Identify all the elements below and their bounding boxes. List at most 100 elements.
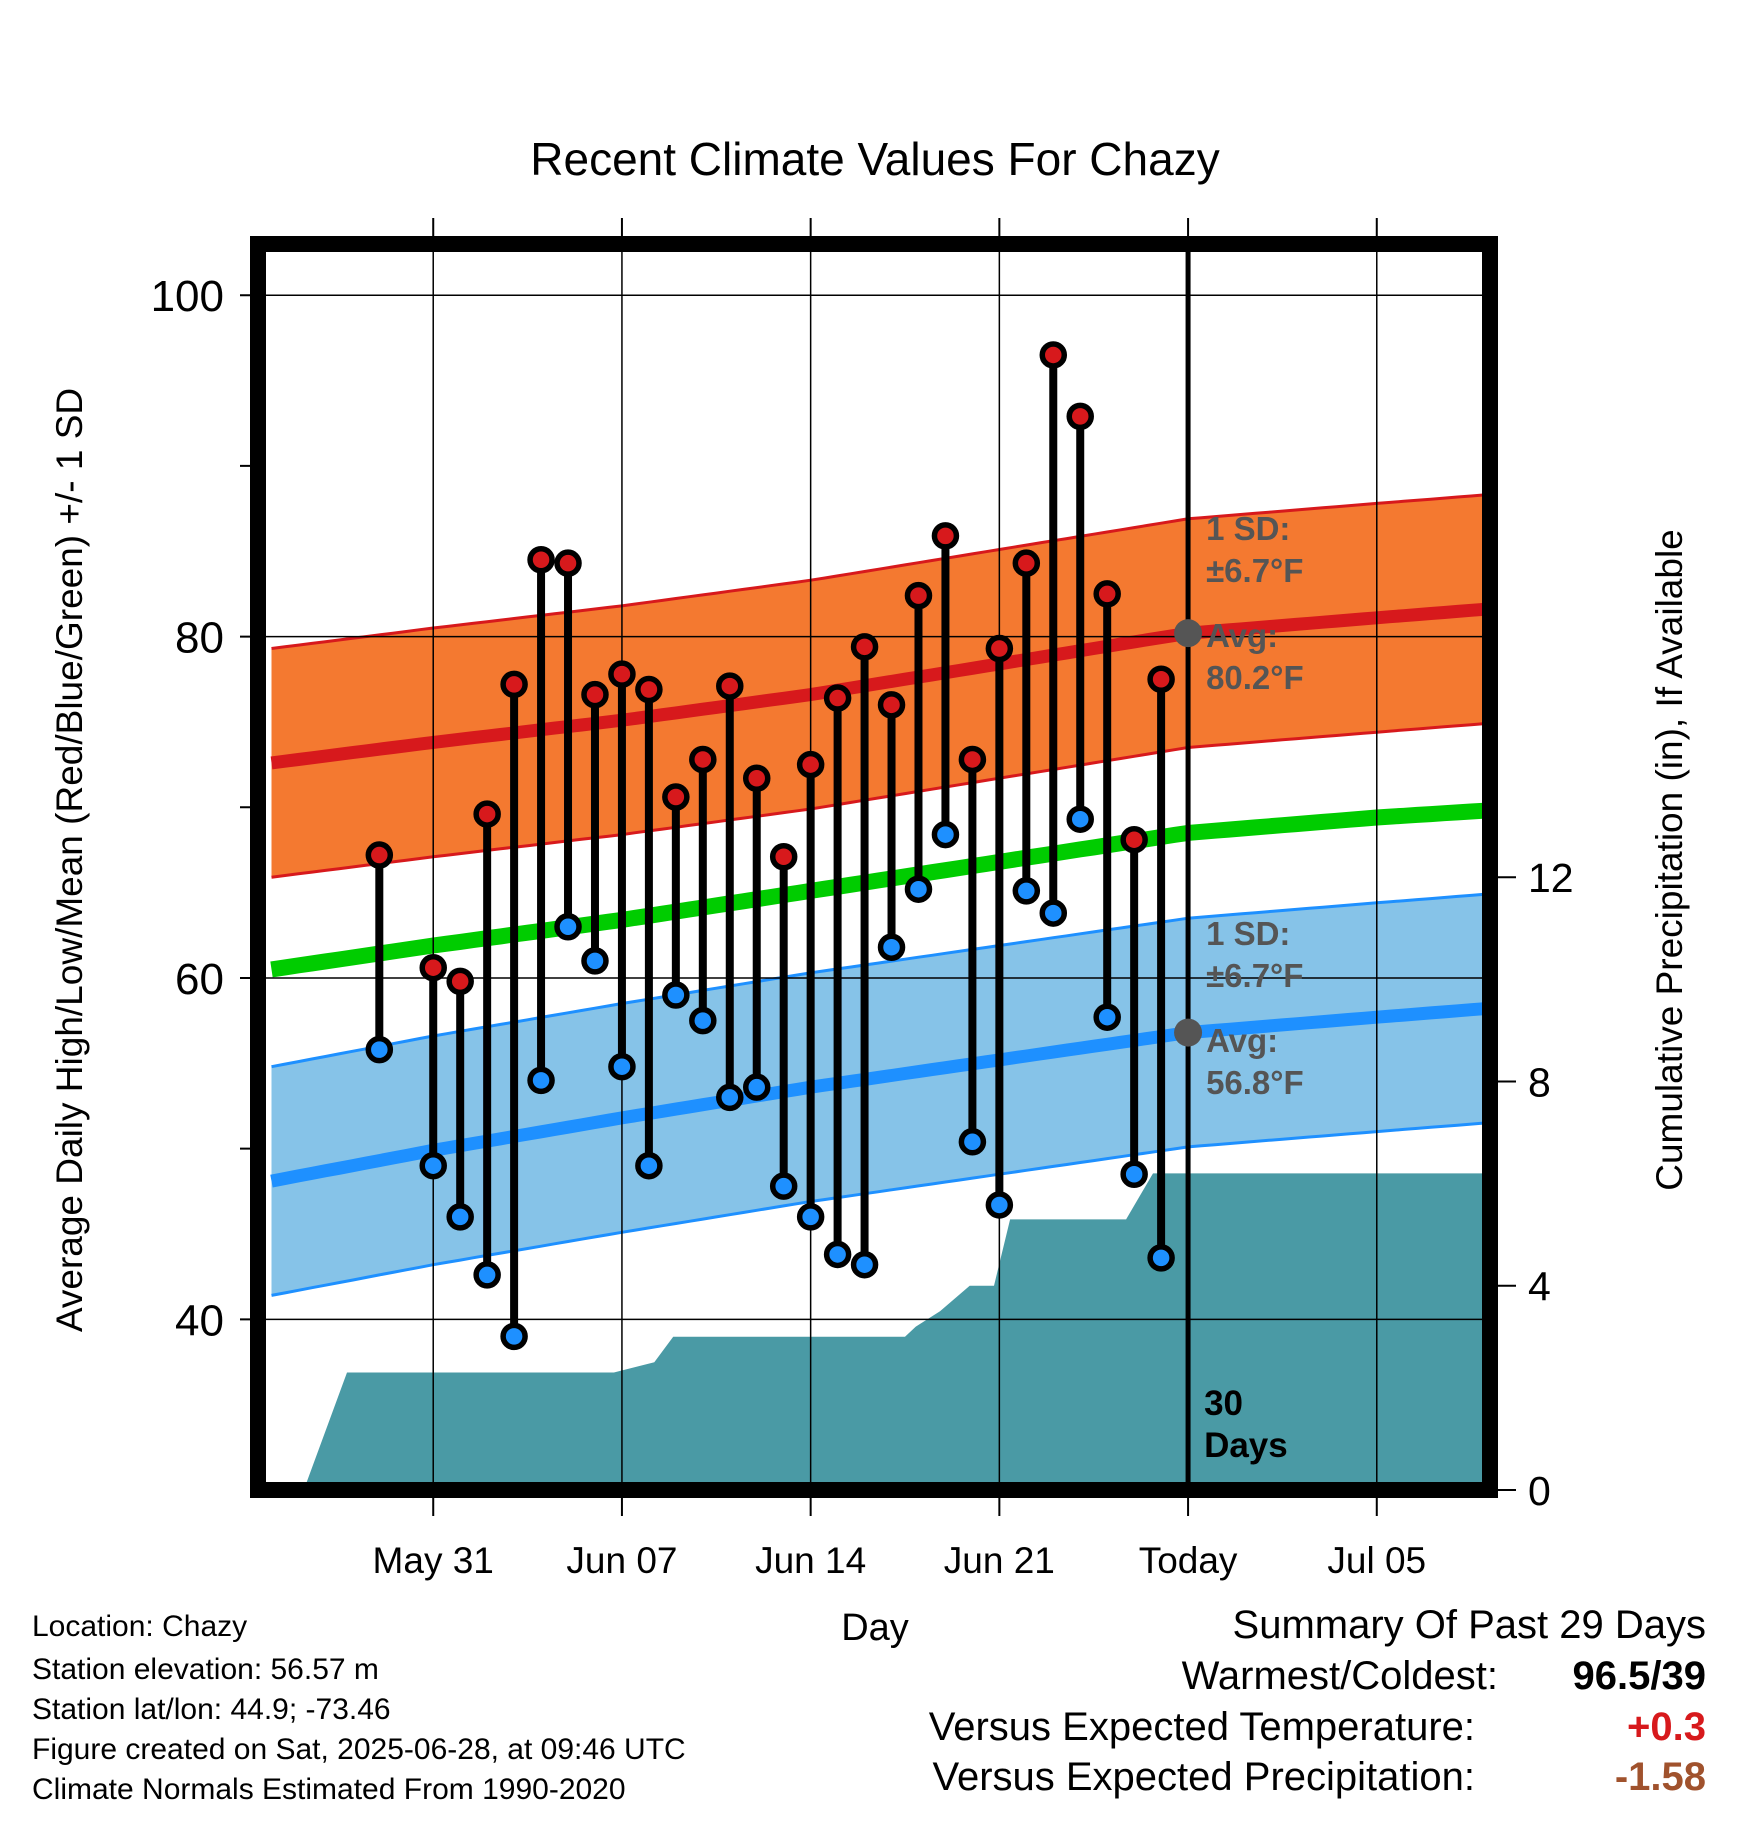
daily-high-point [446,967,474,996]
x-tick-label: Jun 07 [566,1540,677,1581]
daily-low-point [581,947,609,975]
precip-value: -1.58 [1614,1755,1706,1799]
normal-high-line [270,602,1486,770]
x-tick-label: Jul 05 [1327,1540,1426,1581]
daily-high-point [904,581,933,610]
daily-low-point [473,1261,501,1289]
location-text: Location: Chazy [32,1610,248,1643]
daily-low-point [1039,899,1068,927]
daily-low-point [985,1191,1014,1219]
normal-mean-line [270,802,1486,978]
low-sd-band [271,894,1485,1296]
y-tick-label-right: 12 [1528,855,1574,901]
daily-high-point [554,549,582,577]
daily-high-point [689,745,717,774]
precip-area [258,1173,1490,1490]
high-sd-value: ±6.7°F [1206,552,1303,589]
high-avg-value: 80.2°F [1206,659,1304,696]
daily-high-point [1120,825,1148,854]
daily-low-point [608,1052,636,1081]
y-axis-label-right: Cumulative Precipitation (in), If Availa… [1649,529,1690,1191]
daily-low-point [365,1035,394,1064]
elevation-text: Station elevation: 56.57 m [32,1653,379,1686]
daily-low-point [554,912,582,941]
period-days-text: 30 [1204,1384,1243,1423]
daily-high-point [742,764,771,792]
daily-high-point [877,691,906,719]
daily-high-point [1039,341,1068,369]
daily-low-point [877,933,906,961]
daily-high-point [527,546,555,574]
daily-high-point [1012,549,1041,577]
high-sd-band-upper-edge [271,493,1485,650]
y-tick-label-left: 40 [175,1296,224,1345]
daily-high-point [473,800,501,828]
daily-high-point [796,750,825,779]
x-tick-label: Jun 14 [755,1540,866,1581]
warm-cold-label: Warmest/Coldest: [1181,1654,1498,1698]
daily-low-point [1066,805,1094,833]
normal-low-line [270,1002,1486,1188]
daily-high-point [1093,580,1121,608]
y-tick-label-left: 60 [175,955,224,1004]
x-axis-label: Day [841,1607,909,1649]
daily-high-point [1066,402,1094,431]
high-sd-label: 1 SD: [1206,510,1290,547]
y-tick-label-right: 0 [1528,1468,1551,1514]
daily-low-point [850,1250,879,1279]
daily-low-point [500,1322,528,1351]
today-low-avg-marker [1174,1018,1203,1047]
low-avg-label: Avg: [1206,1022,1278,1059]
high-avg-label: Avg: [1206,617,1278,654]
daily-high-point [608,660,636,688]
daily-low-point [1120,1160,1148,1188]
daily-low-point [958,1128,987,1156]
cumulative-precip-area [258,1173,1490,1490]
daily-low-point [419,1151,447,1180]
daily-high-point [823,684,852,712]
plot-frame [250,236,1498,1498]
daily-low-point [1012,877,1041,905]
x-tick-label: May 31 [373,1540,494,1581]
temp-value: +0.3 [1627,1705,1706,1749]
daily-low-point [689,1006,717,1035]
plot-border [250,236,1498,1498]
period-unit-text: Days [1204,1426,1288,1465]
daily-dots [365,341,1175,1351]
low-avg-value: 56.8°F [1206,1064,1304,1101]
daily-high-point [581,680,609,709]
precip-label: Versus Expected Precipitation: [932,1755,1475,1799]
daily-low-point [716,1083,744,1112]
today-high-avg-marker [1174,619,1203,648]
daily-low-point [1093,1003,1121,1031]
daily-low-point [662,981,690,1009]
daily-low-point [446,1203,474,1231]
y-tick-label-right: 4 [1528,1264,1551,1310]
daily-low-point [527,1066,555,1095]
axes: Recent Climate Values For Chazy Day Aver… [49,133,1690,1649]
daily-high-point [365,841,394,869]
daily-high-point [769,843,798,871]
low-sd-band-upper-edge [271,892,1485,1069]
daily-high-point [716,672,744,700]
latlon-text: Station lat/lon: 44.9; -73.46 [32,1693,391,1726]
high-sd-band-lower-edge [271,722,1485,879]
daily-high-point [1147,665,1175,693]
annotations: 1 SD: ±6.7°F Avg: 80.2°F 1 SD: ±6.7°F Avg: 56.8… [1174,510,1304,1465]
daily-high-point [958,745,987,774]
normals-text: Climate Normals Estimated From 1990-2020 [32,1773,626,1806]
x-tick-label: Jun 21 [944,1540,1055,1581]
normal-lines [270,602,1486,1188]
y-tick-label-right: 8 [1528,1059,1551,1105]
daily-low-point [742,1073,771,1101]
daily-high-point [635,675,663,704]
low-sd-label: 1 SD: [1206,915,1290,952]
daily-high-point [662,783,690,811]
daily-low-point [931,820,960,849]
temp-label: Versus Expected Temperature: [928,1705,1475,1749]
daily-high-point [985,634,1014,663]
y-tick-label-left: 80 [175,614,224,663]
y-axis-label-left: Average Daily High/Low/Mean (Red/Blue/Gr… [49,388,90,1332]
low-sd-band-lower-edge [271,1121,1485,1297]
